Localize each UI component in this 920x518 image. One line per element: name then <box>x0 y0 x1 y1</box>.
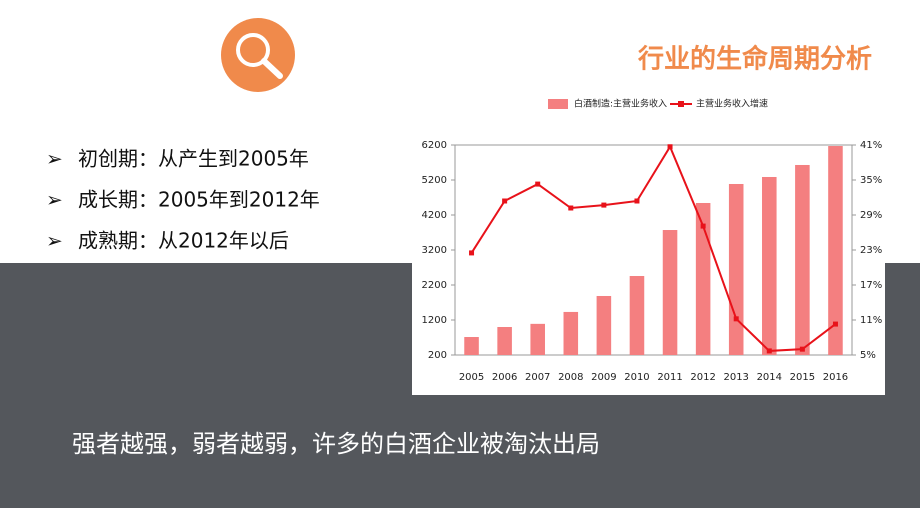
x-tick-label: 2012 <box>690 372 715 383</box>
point <box>733 316 739 322</box>
point <box>469 250 475 256</box>
point <box>799 346 805 352</box>
y-tick-label: 1200 <box>422 315 447 326</box>
y-tick-label: 3200 <box>422 245 447 256</box>
bar <box>828 146 843 355</box>
x-tick-label: 2014 <box>757 372 782 383</box>
bar <box>530 323 545 355</box>
search-handle <box>261 58 283 79</box>
point <box>568 205 574 211</box>
bar <box>662 230 678 355</box>
bullet-arrow: ➢ <box>46 188 63 212</box>
bullet-arrow: ➢ <box>46 147 63 171</box>
bullet-list: ➢ 初创期：从产生到2005年 ➢ 成长期：2005年到2012年 ➢ 成熟期：… <box>46 147 320 253</box>
x-tick-label: 2013 <box>723 372 748 383</box>
x-tick-label: 2005 <box>459 372 484 383</box>
chart: 200 1200 2200 3200 4200 5200 6200 5% 11% 17% 23% 29… <box>422 98 883 384</box>
y2-tick-label: 11% <box>860 315 882 326</box>
bar <box>629 276 645 355</box>
point <box>667 144 673 150</box>
y2-tick-label: 23% <box>860 245 882 256</box>
y2-tick-label: 35% <box>860 175 882 186</box>
bar <box>497 327 512 355</box>
y2-tick-label: 29% <box>860 210 882 221</box>
y-tick-label: 5200 <box>422 175 447 186</box>
point <box>766 348 772 354</box>
bullet: 成熟期：从2012年以后 <box>78 229 289 253</box>
search-icon <box>221 18 295 92</box>
bullet-arrow: ➢ <box>46 229 63 253</box>
chart-panel <box>412 93 885 395</box>
x-tick-label: 2009 <box>591 372 616 383</box>
x-tick-label: 2006 <box>492 372 517 383</box>
caption: 强者越强，弱者越弱，许多的白酒企业被淘汰出局 <box>72 430 600 458</box>
y-tick-label: 4200 <box>422 210 447 221</box>
x-tick-label: 2016 <box>823 372 848 383</box>
bar <box>695 202 711 355</box>
point <box>502 198 508 204</box>
bar <box>563 311 579 355</box>
point <box>700 223 706 229</box>
y-tick-label: 200 <box>428 350 447 361</box>
y2-tick-label: 5% <box>860 350 876 361</box>
line <box>470 144 837 352</box>
bar <box>795 164 810 355</box>
x-tick-label: 2007 <box>525 372 550 383</box>
x-tick-label: 2010 <box>624 372 649 383</box>
bar <box>464 337 479 355</box>
legend-swatch <box>548 99 568 109</box>
y-tick-label: 6200 <box>422 140 447 151</box>
bar <box>728 183 744 355</box>
bullet: 初创期：从产生到2005年 <box>78 147 309 171</box>
x-tick-label: 2008 <box>558 372 583 383</box>
legend-label: 白酒制造:主营业务收入 <box>574 98 667 110</box>
bullet: 成长期：2005年到2012年 <box>78 188 320 212</box>
y2-tick-label: 17% <box>860 280 882 291</box>
legend-label: 主营业务收入增速 <box>696 98 768 110</box>
point <box>601 202 607 208</box>
bar <box>596 295 612 355</box>
point <box>535 181 541 187</box>
point <box>634 198 640 204</box>
y-tick-label: 2200 <box>422 280 447 291</box>
search-lens <box>236 33 270 67</box>
x-tick-label: 2015 <box>790 372 815 383</box>
y2-tick-label: 41% <box>860 140 882 151</box>
legend-marker <box>678 101 684 107</box>
x-tick-label: 2011 <box>657 372 682 383</box>
slide-title: 行业的生命周期分析 <box>637 44 872 75</box>
point <box>832 321 838 327</box>
bar <box>762 176 777 355</box>
